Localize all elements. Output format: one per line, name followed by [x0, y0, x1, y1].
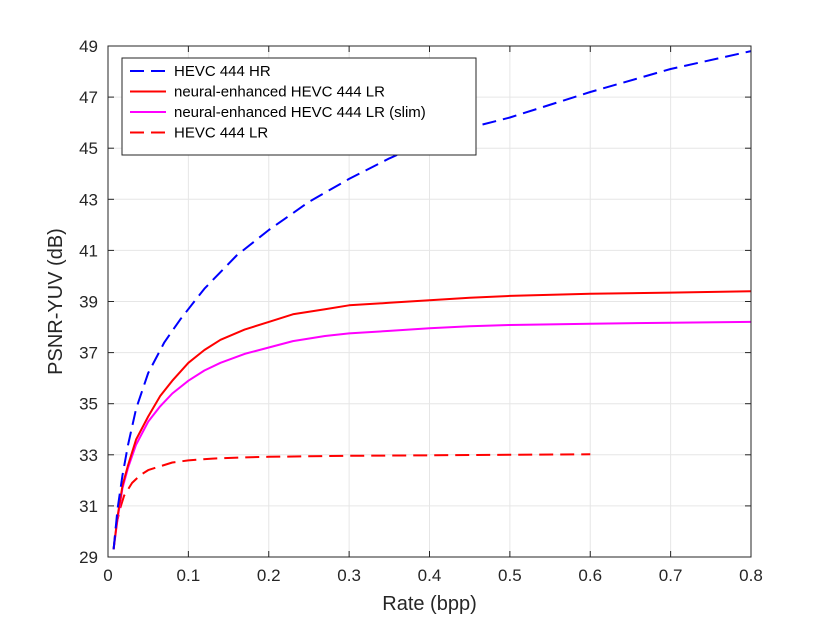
y-tick-label: 37 [79, 344, 98, 363]
legend-label: HEVC 444 HR [174, 63, 271, 80]
x-tick-label: 0.5 [498, 566, 522, 585]
legend-label: neural-enhanced HEVC 444 LR (slim) [174, 104, 426, 121]
y-tick-label: 41 [79, 241, 98, 260]
series-line-neural-enhanced-hevc-444-lr [112, 290, 752, 550]
x-tick-label: 0.3 [337, 566, 361, 585]
series-line-hevc-444-hr [112, 50, 752, 550]
y-tick-label: 35 [79, 395, 98, 414]
y-tick-label: 43 [79, 190, 98, 209]
series-line-neural-enhanced-hevc-444-lr-slim [112, 320, 752, 550]
axis-ticks: 0 0.1 0.2 0.3 0.4 0.5 0.6 0.7 0.8 29 31 33 35 37 39 41 4… [79, 37, 763, 585]
y-tick-label: 47 [79, 88, 98, 107]
legend-label: HEVC 444 LR [174, 125, 268, 142]
x-tick-label: 0.4 [418, 566, 442, 585]
x-tick-label: 0.8 [739, 566, 763, 585]
legend-box [121, 57, 477, 156]
legend: HEVC 444 HR neural-enhanced HEVC 444 LR ne… [121, 57, 477, 156]
y-tick-label: 49 [79, 37, 98, 56]
series-line-hevc-444-lr [112, 453, 591, 550]
y-tick-label: 33 [79, 446, 98, 465]
x-tick-label: 0.7 [659, 566, 683, 585]
y-tick-label: 45 [79, 139, 98, 158]
x-axis-title: Rate (bpp) [382, 593, 477, 615]
x-tick-label: 0.1 [177, 566, 201, 585]
y-axis-title: PSNR-YUV (dB) [45, 228, 67, 375]
series-lines [112, 50, 752, 550]
x-tick-label: 0 [103, 566, 112, 585]
x-tick-label: 0.2 [257, 566, 281, 585]
y-tick-label: 29 [79, 548, 98, 567]
x-tick-label: 0.6 [578, 566, 602, 585]
legend-label: neural-enhanced HEVC 444 LR [174, 84, 385, 101]
y-tick-label: 39 [79, 293, 98, 312]
y-tick-label: 31 [79, 497, 98, 516]
